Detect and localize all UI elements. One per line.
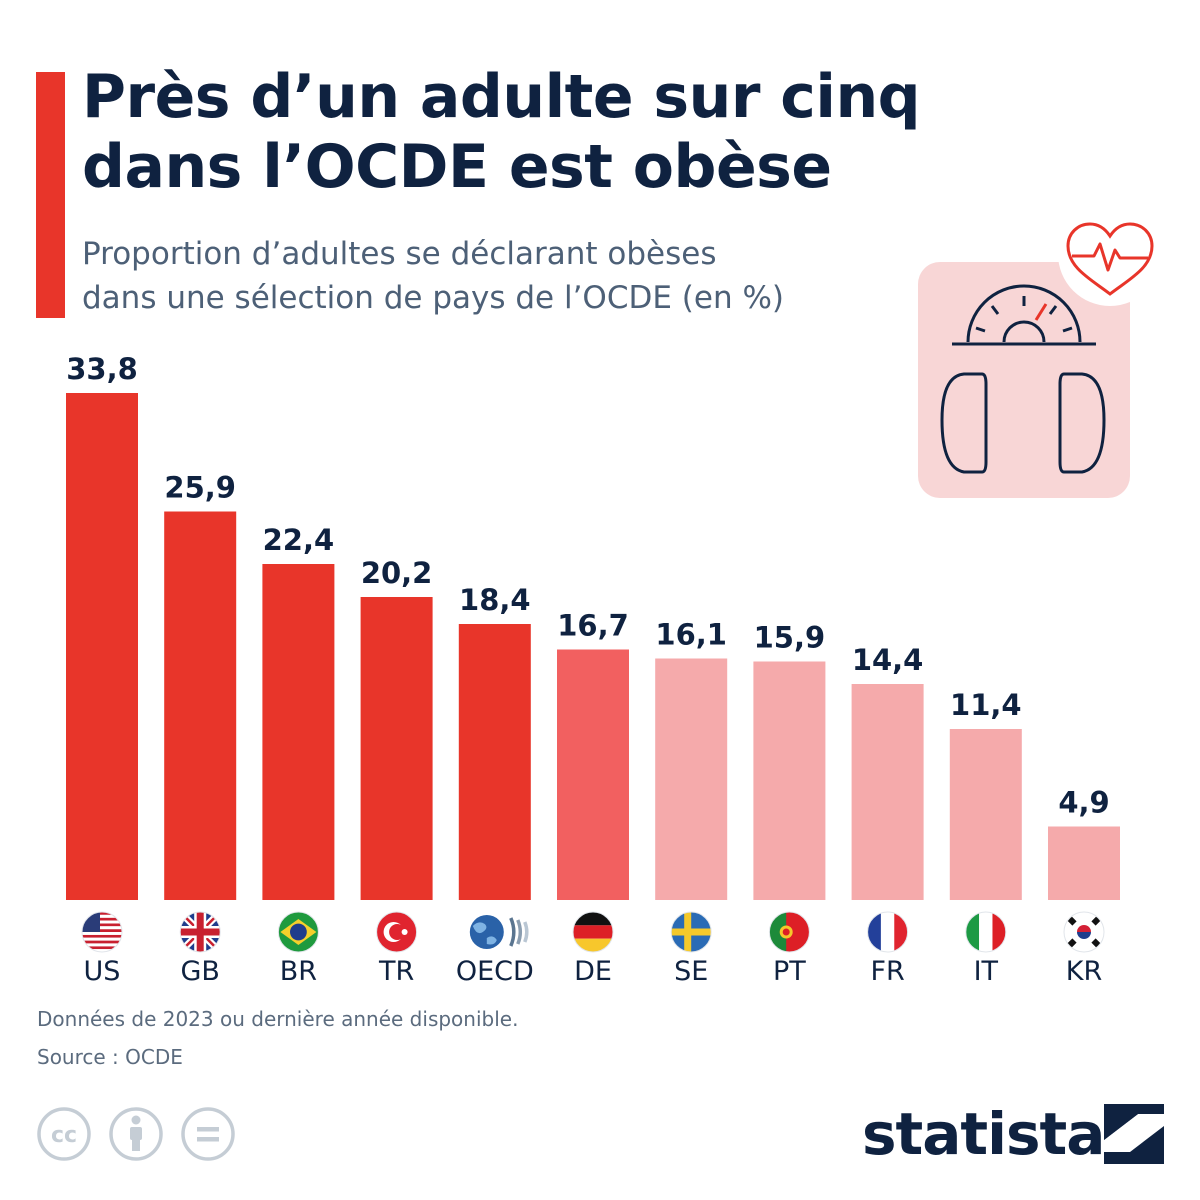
category-label-br: BR <box>280 956 317 987</box>
category-label-tr: TR <box>378 956 414 987</box>
svg-text:cc: cc <box>51 1123 77 1148</box>
gb-flag-icon <box>179 911 221 953</box>
value-label-se: 16,1 <box>655 618 727 652</box>
tr-flag-icon <box>376 911 418 953</box>
value-label-tr: 20,2 <box>361 556 433 590</box>
category-labels: US GB BR TR OECD DE SE PT FR IT KR <box>84 956 1103 987</box>
chart-subtitle: Proportion d’adultes se déclarant obèses… <box>82 232 902 320</box>
br-flag-icon <box>277 911 319 953</box>
kr-flag-icon <box>1063 911 1105 953</box>
it-flag-icon <box>965 911 1007 953</box>
subtitle-line-1: Proportion d’adultes se déclarant obèses <box>82 236 717 272</box>
value-label-it: 11,4 <box>950 688 1022 722</box>
bar-fr <box>851 684 924 900</box>
us-flag-icon <box>81 911 123 953</box>
category-label-us: US <box>84 956 121 987</box>
oecd-logo-icon <box>469 915 529 949</box>
footnote: Données de 2023 ou dernière année dispon… <box>37 1000 518 1076</box>
bar-gb <box>164 511 237 900</box>
bar-kr <box>1048 826 1120 900</box>
value-label-us: 33,8 <box>66 352 138 386</box>
source-note: Source : OCDE <box>37 1045 183 1069</box>
title-line-2: dans l’OCDE est obèse <box>82 132 832 202</box>
right-foot-pad-icon <box>1058 372 1106 474</box>
heart-rate-icon <box>1066 222 1154 296</box>
subtitle-line-2: dans une sélection de pays de l’OCDE (en… <box>82 280 785 316</box>
statista-wordmark: statista <box>862 1100 1105 1168</box>
value-label-br: 22,4 <box>263 523 335 557</box>
category-label-kr: KR <box>1066 956 1102 987</box>
value-label-kr: 4,9 <box>1058 786 1109 820</box>
no-derivatives-icon[interactable] <box>180 1106 236 1162</box>
bar-de <box>557 649 629 900</box>
bars <box>66 393 1120 900</box>
attribution-icon[interactable] <box>108 1106 164 1162</box>
flags <box>81 911 1105 953</box>
data-note: Données de 2023 ou dernière année dispon… <box>37 1007 519 1031</box>
category-label-gb: GB <box>180 956 219 987</box>
pt-flag-icon <box>768 911 810 953</box>
value-label-gb: 25,9 <box>164 471 236 505</box>
bar-se <box>655 658 728 900</box>
bar-chart: 33,8 25,9 22,4 20,2 18,4 16,7 16,1 15,9 14,4 11,4… <box>66 352 1120 987</box>
value-label-oecd: 18,4 <box>459 583 531 617</box>
category-label-pt: PT <box>773 956 806 987</box>
title-accent-bar <box>36 72 65 318</box>
category-label-oecd: OECD <box>456 956 534 987</box>
left-foot-pad-icon <box>940 372 988 474</box>
bathroom-scale-illustration <box>918 202 1162 498</box>
bar-oecd <box>458 624 531 900</box>
title-line-1: Près d’un adulte sur cinq <box>82 62 921 132</box>
value-label-pt: 15,9 <box>754 621 826 655</box>
bar-it <box>949 729 1022 900</box>
creative-commons-icon[interactable]: cc <box>36 1106 92 1162</box>
category-label-de: DE <box>574 956 612 987</box>
bar-pt <box>753 661 826 900</box>
category-label-it: IT <box>974 956 999 987</box>
se-flag-icon <box>670 911 712 953</box>
scale-gauge-icon <box>952 284 1096 346</box>
value-label-fr: 14,4 <box>852 643 924 677</box>
chart-title: Près d’un adulte sur cinq dans l’OCDE es… <box>82 62 942 202</box>
value-labels: 33,8 25,9 22,4 20,2 18,4 16,7 16,1 15,9 14,4 11,4… <box>66 352 1109 820</box>
fr-flag-icon <box>867 911 909 953</box>
category-label-fr: FR <box>870 956 904 987</box>
de-flag-icon <box>572 911 614 953</box>
heart-badge-circle <box>1058 202 1162 306</box>
bar-tr <box>360 597 433 900</box>
bar-us <box>66 393 138 900</box>
category-label-se: SE <box>674 956 708 987</box>
value-label-de: 16,7 <box>557 609 629 643</box>
statista-mark-icon <box>1104 1104 1164 1164</box>
bar-br <box>262 564 335 900</box>
